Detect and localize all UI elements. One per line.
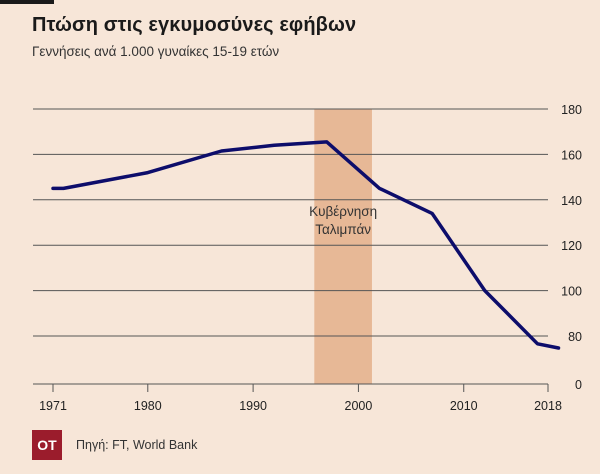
x-tick-label: 2000 [345,399,373,413]
y-tick-label: 120 [561,239,582,253]
y-tick-label: 180 [561,103,582,117]
x-tick-label: 1980 [134,399,162,413]
y-tick-label: 0 [575,378,582,392]
ot-logo: OT [32,430,62,460]
taliban-period-band [314,109,372,384]
chart-subtitle: Γεννήσεις ανά 1.000 γυναίκες 15-19 ετών [32,44,280,59]
top-accent-bar [0,0,54,4]
source-note: Πηγή: FT, World Bank [76,438,198,452]
y-tick-label: 80 [568,330,582,344]
y-tick-label: 160 [561,148,582,162]
x-tick-label: 2010 [450,399,478,413]
x-tick-label: 1971 [39,399,67,413]
y-tick-label: 140 [561,194,582,208]
band-label-line1: Κυβέρνηση [309,204,377,219]
y-tick-label: 100 [561,285,582,299]
x-tick-label: 2018 [534,399,562,413]
x-tick-label: 1990 [239,399,267,413]
band-label-line2: Ταλιμπάν [315,222,371,237]
chart-title: Πτώση στις εγκυμοσύνες εφήβων [32,14,357,36]
series-line-0 [51,140,561,350]
